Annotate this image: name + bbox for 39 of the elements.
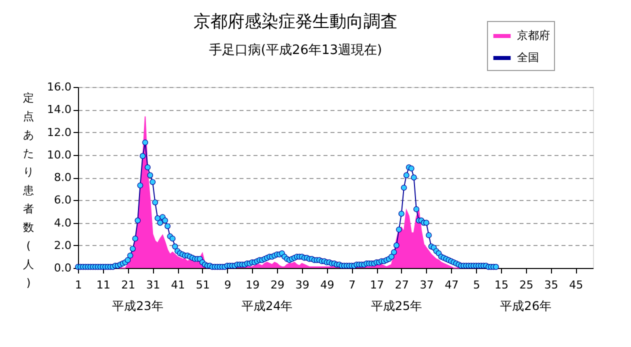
chart-subtitle: 手足口病(平成26年13週現在) <box>208 43 382 58</box>
y-tick-label: 0.0 <box>54 262 72 274</box>
x-tick-label: 27 <box>394 278 409 292</box>
x-tick-label: 45 <box>569 278 584 292</box>
y-tick-label: 6.0 <box>54 194 72 207</box>
y-tick-label: 10.0 <box>47 148 72 162</box>
x-tick-label: 29 <box>270 278 285 292</box>
text: 平成23年 <box>112 299 164 313</box>
x-tick-label: 41 <box>171 278 186 292</box>
text: 平成25年 <box>370 299 422 313</box>
x-tick-label: 7 <box>348 278 356 292</box>
y-tick-label: 16.0 <box>47 80 72 94</box>
x-tick-label: 17 <box>370 278 384 292</box>
y-tick-label: 14.0 <box>47 103 72 116</box>
x-tick-label: 11 <box>96 278 110 292</box>
x-tick-label: 35 <box>544 278 558 292</box>
x-tick-label: 39 <box>295 278 310 292</box>
text: 平成26年 <box>500 299 552 313</box>
x-tick-label: 25 <box>519 278 534 292</box>
x-tick-label: 21 <box>121 278 136 292</box>
x-tick-label: 51 <box>196 278 210 292</box>
y-tick-label: 12.0 <box>47 126 72 139</box>
text: 定点あたり患者数(人) <box>23 92 34 290</box>
x-tick-label: 31 <box>146 278 160 292</box>
y-tick-label: 8.0 <box>54 171 72 184</box>
x-tick-label: 37 <box>420 278 434 292</box>
chart-title: 京都府感染症発生動向調査 <box>194 12 398 32</box>
legend-label: 全国 <box>517 51 539 64</box>
x-tick-label: 9 <box>224 278 232 292</box>
y-tick-label: 4.0 <box>54 216 72 230</box>
x-tick-label: 5 <box>473 278 480 292</box>
y-tick-label: 2.0 <box>54 238 72 252</box>
x-tick-label: 15 <box>494 278 508 292</box>
x-tick-label: 49 <box>320 278 334 292</box>
text: 平成24年 <box>241 299 293 313</box>
legend-label: 京都府 <box>517 29 550 42</box>
x-tick-label: 47 <box>444 278 459 292</box>
x-tick-label: 1 <box>75 278 82 292</box>
x-tick-label: 19 <box>246 278 260 292</box>
